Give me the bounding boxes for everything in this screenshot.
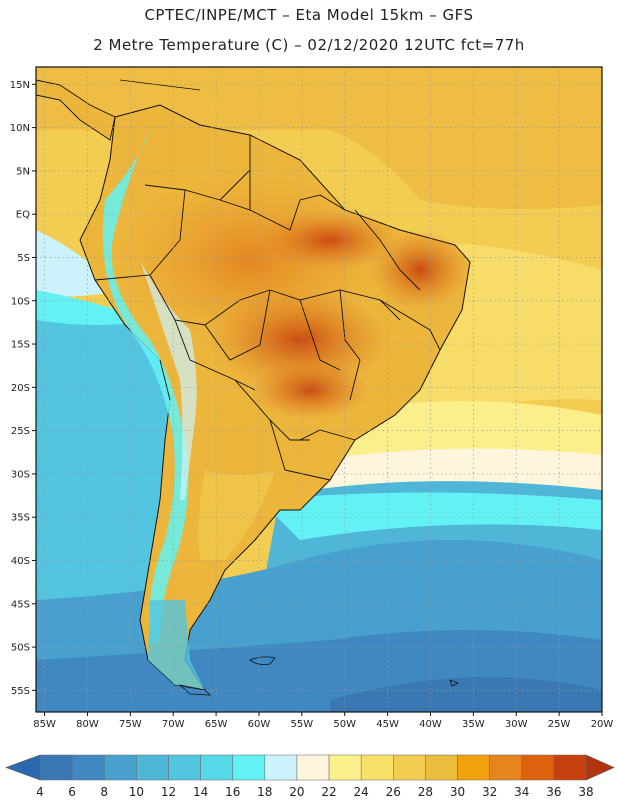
hot-region-para bbox=[260, 210, 400, 270]
colorbar-tick-label: 12 bbox=[161, 785, 176, 799]
lon-tick-label: 45W bbox=[376, 719, 399, 730]
colorbar-tick-label: 30 bbox=[450, 785, 465, 799]
lat-tick-label: 55S bbox=[11, 686, 30, 697]
colorbar-tick-label: 24 bbox=[354, 785, 369, 799]
lon-tick-label: 30W bbox=[505, 719, 528, 730]
lat-tick-label: 50S bbox=[11, 643, 30, 654]
lon-tick-label: 80W bbox=[76, 719, 99, 730]
colorbar-tick-label: 10 bbox=[129, 785, 144, 799]
colorbar-tick-label: 32 bbox=[482, 785, 497, 799]
caribbean-coast bbox=[119, 79, 201, 91]
lon-tick-label: 40W bbox=[419, 719, 442, 730]
colorbar-tick-label: 14 bbox=[193, 785, 208, 799]
hot-region-southeast bbox=[250, 360, 370, 420]
lat-tick-label: 45S bbox=[11, 599, 30, 610]
colorbar-swatch bbox=[71, 754, 105, 781]
colorbar-swatch bbox=[457, 754, 490, 781]
colorbar-tick-label: 26 bbox=[386, 785, 401, 799]
lon-tick-label: 50W bbox=[333, 719, 356, 730]
lon-tick-label: 60W bbox=[248, 719, 271, 730]
colorbar-tick-label: 28 bbox=[418, 785, 433, 799]
colorbar-tick-label: 18 bbox=[257, 785, 272, 799]
colorbar-swatch bbox=[328, 754, 362, 781]
colorbar-low-arrow bbox=[5, 754, 41, 781]
lat-tick-label: 35S bbox=[11, 513, 30, 524]
andes-snowline bbox=[140, 260, 197, 500]
lat-tick-label: 15S bbox=[11, 340, 30, 351]
map-field bbox=[36, 67, 602, 712]
colorbar-swatch bbox=[489, 754, 523, 781]
ocean-warm-north bbox=[36, 67, 602, 209]
lon-tick-label: 20W bbox=[591, 719, 614, 730]
map-frame bbox=[35, 66, 603, 713]
lon-tick-label: 55W bbox=[291, 719, 314, 730]
falkland-islands bbox=[249, 656, 276, 665]
lat-tick-label: 20S bbox=[11, 383, 30, 394]
colorbar-swatch bbox=[168, 754, 201, 781]
chart-title: CPTEC/INPE/MCT – Eta Model 15km – GFS bbox=[144, 6, 474, 24]
colorbar-swatch bbox=[360, 754, 394, 781]
south-georgia bbox=[449, 679, 459, 687]
lon-tick-label: 25W bbox=[548, 719, 571, 730]
colorbar-swatch bbox=[200, 754, 233, 781]
lat-tick-label: 10S bbox=[11, 296, 30, 307]
lat-tick-label: 30S bbox=[11, 469, 30, 480]
colorbar-tick-label: 34 bbox=[514, 785, 529, 799]
chart-subtitle: 2 Metre Temperature (C) – 02/12/2020 12U… bbox=[93, 36, 525, 54]
lon-tick-label: 85W bbox=[33, 719, 56, 730]
temperature-colorbar: 4 6 8 10 12 14 16 18 20 22 24 26 28 30 32 34 36 38 bbox=[5, 754, 615, 799]
colorbar-tick-label: 36 bbox=[546, 785, 561, 799]
colorbar-tick-label: 6 bbox=[68, 785, 76, 799]
country-borders bbox=[94, 135, 441, 481]
colorbar-tick-label: 4 bbox=[36, 785, 44, 799]
colorbar-tick-label: 16 bbox=[225, 785, 240, 799]
colorbar-tick-label: 38 bbox=[578, 785, 593, 799]
tierra-del-fuego bbox=[178, 684, 212, 696]
colorbar-swatch bbox=[521, 754, 555, 781]
colorbar-swatch bbox=[39, 754, 73, 781]
central-america bbox=[36, 79, 116, 141]
latitude-axis: 15N 10N 5N EQ 5S 10S 15S 20S 25S 30S 35S 40S 45S 50S 5… bbox=[10, 80, 36, 697]
patagonia-cool-region bbox=[148, 600, 205, 690]
colorbar-swatch bbox=[553, 754, 587, 781]
colorbar-swatch bbox=[425, 754, 458, 781]
lon-tick-label: 65W bbox=[205, 719, 228, 730]
lat-tick-label: 15N bbox=[10, 80, 30, 91]
colorbar-swatch bbox=[103, 754, 137, 781]
colorbar-swatch bbox=[232, 754, 266, 781]
lat-tick-label: EQ bbox=[16, 210, 30, 221]
colorbar-swatch bbox=[393, 754, 426, 781]
lat-tick-label: 25S bbox=[11, 426, 30, 437]
colorbar-high-arrow bbox=[585, 754, 615, 781]
colorbar-swatch bbox=[136, 754, 169, 781]
lat-tick-label: 40S bbox=[11, 556, 30, 567]
lat-tick-label: 5S bbox=[17, 253, 30, 264]
lat-tick-label: 10N bbox=[10, 123, 30, 134]
colorbar-tick-label: 8 bbox=[100, 785, 108, 799]
lat-tick-label: 5N bbox=[16, 166, 30, 177]
lon-tick-label: 70W bbox=[162, 719, 185, 730]
ocean-band-6 bbox=[330, 677, 602, 712]
colorbar-swatch bbox=[296, 754, 330, 781]
lon-tick-label: 35W bbox=[462, 719, 485, 730]
colorbar-tick-label: 22 bbox=[321, 785, 336, 799]
argentina-mild-region bbox=[198, 470, 275, 560]
lon-tick-label: 75W bbox=[119, 719, 142, 730]
colorbar-swatch bbox=[264, 754, 298, 781]
colorbar-tick-label: 20 bbox=[289, 785, 304, 799]
longitude-axis: 85W 80W 75W 70W 65W 60W 55W 50W 45W 40W 35W 30W 25W 2… bbox=[33, 712, 613, 730]
